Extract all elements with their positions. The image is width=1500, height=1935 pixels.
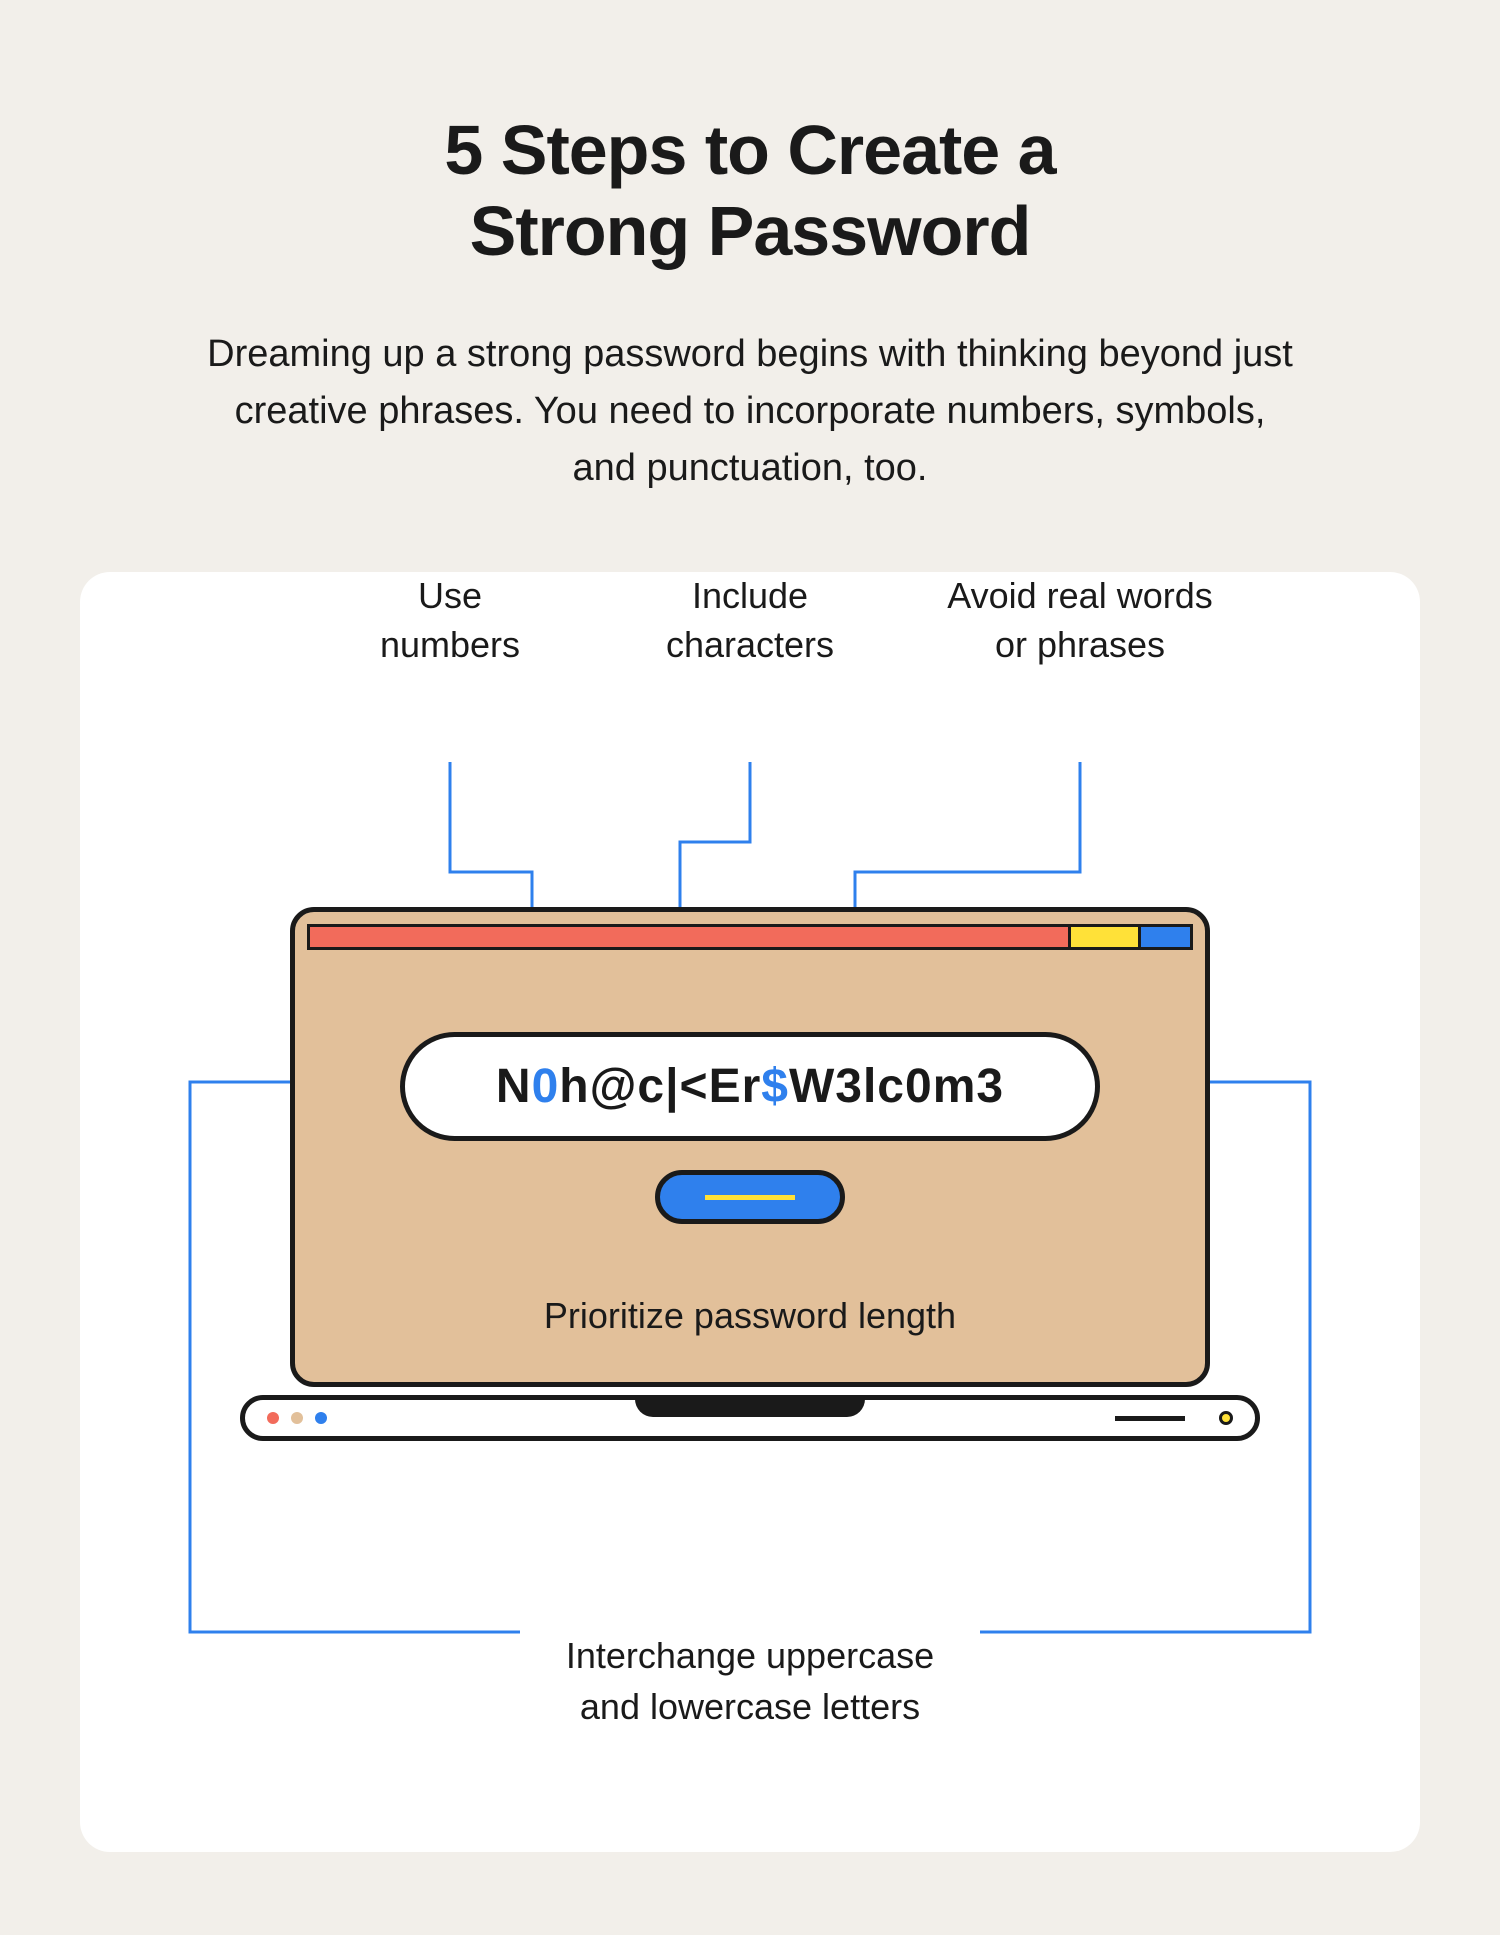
title-line-2: Strong Password bbox=[470, 192, 1031, 270]
base-line bbox=[1115, 1416, 1185, 1421]
dot-tan bbox=[291, 1412, 303, 1424]
label-use-numbers: Usenumbers bbox=[350, 572, 550, 669]
infographic-card: Usenumbers Includecharacters Avoid real … bbox=[80, 572, 1420, 1852]
laptop-notch bbox=[635, 1395, 865, 1417]
password-text: N0h@c|<Er$W3lc0m3 bbox=[496, 1060, 1004, 1113]
password-pill: N0h@c|<Er$W3lc0m3 bbox=[400, 1032, 1100, 1141]
dot-red bbox=[267, 1412, 279, 1424]
laptop-illustration: N0h@c|<Er$W3lc0m3 Prioritize password le… bbox=[290, 907, 1210, 1441]
label-include-characters: Includecharacters bbox=[640, 572, 860, 669]
label-avoid-words: Avoid real wordsor phrases bbox=[930, 572, 1230, 669]
dot-blue bbox=[315, 1412, 327, 1424]
page-subtitle: Dreaming up a strong password begins wit… bbox=[200, 326, 1300, 497]
browser-bar bbox=[307, 924, 1193, 950]
title-line-1: 5 Steps to Create a bbox=[444, 111, 1055, 189]
base-dot-yellow bbox=[1219, 1411, 1233, 1425]
bar-segment-blue bbox=[1138, 924, 1193, 950]
laptop-base bbox=[240, 1395, 1260, 1441]
page-title: 5 Steps to Create a Strong Password bbox=[444, 110, 1055, 271]
bar-segment-red bbox=[307, 924, 1068, 950]
bar-segment-yellow bbox=[1068, 924, 1138, 950]
laptop-screen: N0h@c|<Er$W3lc0m3 Prioritize password le… bbox=[290, 907, 1210, 1387]
submit-button-shape bbox=[655, 1170, 845, 1224]
indicator-dots bbox=[267, 1412, 327, 1424]
label-interchange-case: Interchange uppercaseand lowercase lette… bbox=[80, 1631, 1420, 1732]
label-prioritize-length: Prioritize password length bbox=[295, 1295, 1205, 1337]
